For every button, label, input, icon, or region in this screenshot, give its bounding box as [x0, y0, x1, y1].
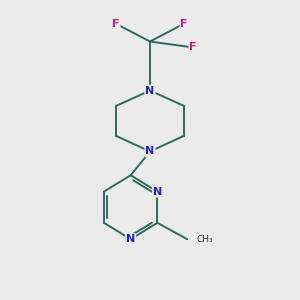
Text: F: F [189, 43, 197, 52]
Text: F: F [180, 19, 188, 29]
Text: F: F [112, 19, 120, 29]
Text: CH₃: CH₃ [196, 235, 213, 244]
Text: N: N [126, 234, 135, 244]
Text: N: N [146, 85, 154, 96]
Text: N: N [153, 187, 162, 196]
Text: N: N [146, 146, 154, 157]
